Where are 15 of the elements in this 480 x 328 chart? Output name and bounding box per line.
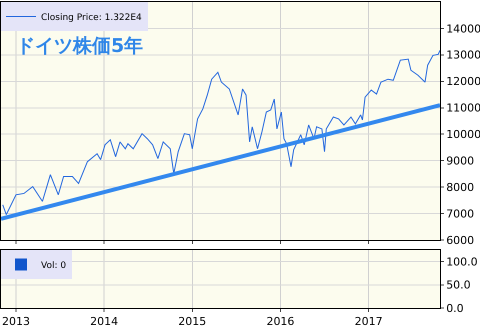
y-tick-label: 50.0 <box>446 278 471 292</box>
legend-label: Closing Price: 1.322E4 <box>41 13 142 24</box>
x-tick-label: 2013 <box>2 315 30 328</box>
x-tick-label: 2014 <box>90 315 118 328</box>
text: ドイツ株価5年 <box>16 35 144 57</box>
y-tick-label: 7000 <box>446 207 474 220</box>
x-tick-label: 2015 <box>178 315 206 328</box>
x-tick-label: 2016 <box>266 315 294 328</box>
y-tick-label: 0.0 <box>446 302 464 315</box>
y-tick-label: 6000 <box>446 234 474 247</box>
legend-label: Vol: 0 <box>41 261 66 272</box>
y-tick-label: 9000 <box>446 154 474 168</box>
y-tick-label: 8000 <box>446 180 474 194</box>
y-tick-label: 100.0 <box>446 255 478 268</box>
x-tick-label: 2017 <box>354 315 383 328</box>
